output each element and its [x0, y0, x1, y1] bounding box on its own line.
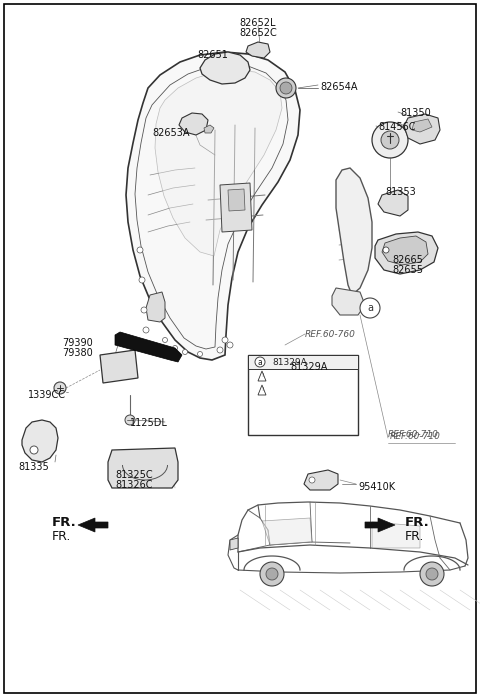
Text: !: ! [261, 372, 263, 378]
Polygon shape [336, 168, 372, 295]
Polygon shape [220, 183, 252, 232]
Text: 81456C: 81456C [378, 122, 416, 132]
Circle shape [137, 247, 143, 253]
Circle shape [426, 568, 438, 580]
Circle shape [172, 346, 178, 351]
Text: 95410K: 95410K [358, 482, 395, 492]
Polygon shape [179, 113, 208, 135]
Text: REF.60-710: REF.60-710 [390, 432, 441, 441]
Circle shape [381, 131, 399, 149]
Polygon shape [204, 125, 214, 133]
Text: 82665: 82665 [392, 255, 423, 265]
Circle shape [309, 477, 315, 483]
Circle shape [280, 82, 292, 94]
Circle shape [143, 327, 149, 333]
Text: 81329A: 81329A [272, 358, 307, 367]
Text: 82652C: 82652C [239, 28, 277, 38]
Text: REF.60-760: REF.60-760 [305, 330, 356, 339]
Polygon shape [304, 470, 338, 490]
Text: 1125DL: 1125DL [130, 418, 168, 428]
Text: 82652L: 82652L [240, 18, 276, 28]
Text: FR.: FR. [52, 530, 72, 543]
Bar [248, 355, 358, 369]
Text: FR.: FR. [52, 516, 77, 528]
Polygon shape [372, 522, 420, 548]
Polygon shape [378, 190, 408, 216]
Polygon shape [258, 371, 266, 381]
Circle shape [266, 568, 278, 580]
Text: 82654A: 82654A [320, 82, 358, 92]
Circle shape [222, 337, 228, 343]
Polygon shape [262, 518, 312, 545]
Polygon shape [365, 518, 395, 532]
Polygon shape [258, 385, 266, 395]
Circle shape [276, 78, 296, 98]
Polygon shape [108, 448, 178, 488]
Polygon shape [22, 420, 58, 462]
Circle shape [197, 351, 203, 356]
Text: 82651: 82651 [198, 50, 228, 60]
Circle shape [360, 298, 380, 318]
Circle shape [163, 337, 168, 342]
Text: 81335: 81335 [18, 462, 49, 472]
Text: 81325C: 81325C [115, 470, 153, 480]
Text: FR.: FR. [405, 530, 424, 543]
Text: a: a [258, 358, 263, 367]
Bar [248, 355, 358, 435]
Text: 79380: 79380 [62, 348, 93, 358]
Polygon shape [332, 288, 365, 315]
Circle shape [420, 562, 444, 586]
Circle shape [227, 342, 233, 348]
Polygon shape [382, 236, 428, 265]
Polygon shape [146, 292, 165, 322]
Circle shape [30, 446, 38, 454]
Text: a: a [367, 303, 373, 313]
Circle shape [125, 415, 135, 425]
Text: 82655: 82655 [392, 265, 423, 275]
Text: !: ! [261, 387, 263, 392]
Circle shape [182, 349, 188, 355]
Circle shape [383, 247, 389, 253]
Circle shape [217, 347, 223, 353]
Circle shape [141, 307, 147, 313]
Text: 79390: 79390 [62, 338, 93, 348]
Circle shape [372, 122, 408, 158]
Text: 81329A: 81329A [290, 362, 327, 372]
Polygon shape [100, 350, 138, 383]
Polygon shape [200, 52, 250, 84]
Polygon shape [230, 538, 238, 550]
Text: REF.60-710: REF.60-710 [388, 430, 439, 439]
Circle shape [54, 382, 66, 394]
Polygon shape [228, 189, 245, 211]
Text: FR.: FR. [405, 516, 430, 528]
Polygon shape [155, 70, 282, 256]
Polygon shape [115, 332, 182, 362]
Polygon shape [126, 52, 300, 360]
Text: 81326C: 81326C [115, 480, 153, 490]
Circle shape [260, 562, 284, 586]
Circle shape [139, 277, 145, 283]
Polygon shape [412, 119, 432, 132]
Text: 1339CC: 1339CC [28, 390, 66, 400]
Polygon shape [404, 114, 440, 144]
Polygon shape [246, 42, 270, 58]
Text: 81353: 81353 [385, 187, 416, 197]
Text: 82653A: 82653A [152, 128, 190, 138]
Circle shape [255, 357, 265, 367]
Text: 81350: 81350 [400, 108, 431, 118]
Polygon shape [375, 232, 438, 274]
Polygon shape [78, 518, 108, 532]
